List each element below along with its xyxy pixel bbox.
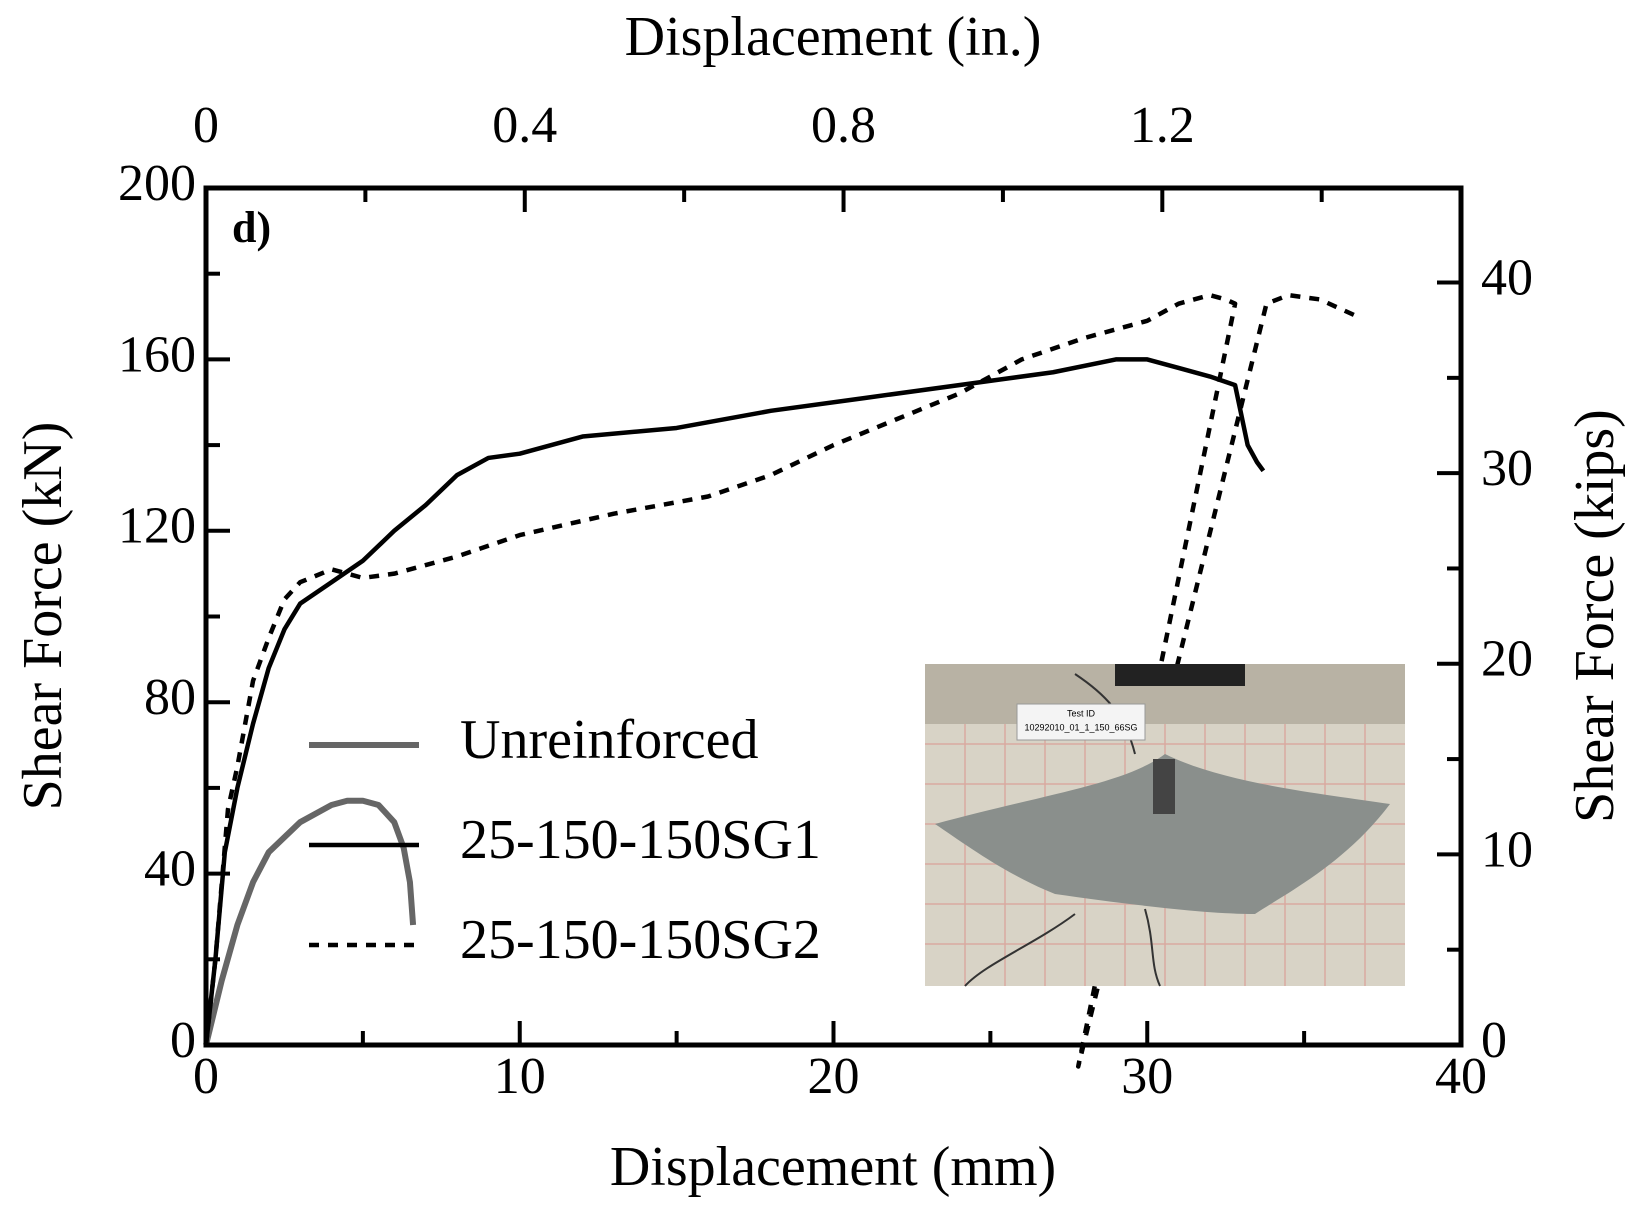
series-line — [206, 801, 413, 1045]
page: Displacement (in.) Displacement (mm) She… — [0, 0, 1641, 1208]
y-tick-label: 0 — [170, 1012, 196, 1069]
legend-label: 25-150-150SG1 — [460, 809, 821, 871]
y-tick-label: 200 — [118, 155, 196, 212]
panel-label: d) — [232, 203, 271, 252]
photo-bar — [1115, 664, 1245, 686]
x-axis-title: Displacement (mm) — [610, 1136, 1056, 1198]
y-axis-title: Shear Force (kN) — [12, 422, 74, 811]
x-tick-label: 30 — [1121, 1048, 1173, 1105]
inset-photo: Test ID 10292010_01_1_150_66SG — [925, 664, 1405, 986]
x2-axis-title: Displacement (in.) — [625, 6, 1042, 68]
x2-tick-label: 0.8 — [811, 97, 876, 154]
x2-tick-label: 1.2 — [1130, 97, 1195, 154]
photo-text: 10292010_01_1_150_66SG — [1024, 722, 1137, 732]
x-tick-label: 0 — [193, 1048, 219, 1105]
y-tick-label: 80 — [144, 669, 196, 726]
x2-tick-label: 0.4 — [492, 97, 557, 154]
x2-tick-label: 0 — [193, 97, 219, 154]
chart: Displacement (in.) Displacement (mm) She… — [0, 0, 1641, 1208]
y-tick-label: 40 — [144, 841, 196, 898]
y2-tick-label: 20 — [1481, 631, 1533, 688]
y-tick-label: 160 — [118, 326, 196, 383]
y2-tick-label: 0 — [1481, 1012, 1507, 1069]
y2-tick-label: 40 — [1481, 249, 1533, 306]
photo-text: Test ID — [1067, 708, 1096, 718]
y2-axis-title: Shear Force (kips) — [1564, 409, 1626, 823]
x-tick-label: 10 — [494, 1048, 546, 1105]
y-tick-label: 120 — [118, 498, 196, 555]
x-tick-label: 20 — [808, 1048, 860, 1105]
photo-anchor — [1153, 759, 1175, 814]
x-tick-label: 40 — [1435, 1048, 1487, 1105]
legend-label: 25-150-150SG2 — [460, 909, 821, 971]
y2-tick-label: 30 — [1481, 440, 1533, 497]
legend-label: Unreinforced — [460, 709, 759, 771]
y2-tick-label: 10 — [1481, 821, 1533, 878]
